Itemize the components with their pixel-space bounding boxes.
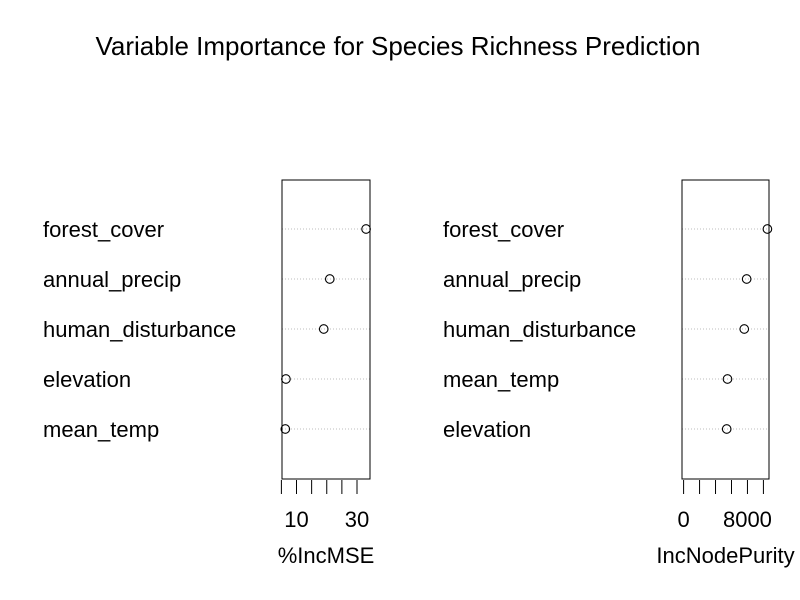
tick-label: 8000 [723,507,772,532]
category-label: annual_precip [43,267,181,292]
data-point [762,224,773,234]
incmse-panel: forest_cover annual_precip human_disturban… [43,179,375,568]
data-point [721,424,732,434]
category-label: human_disturbance [443,317,636,342]
category-label: annual_precip [443,267,581,292]
data-point [280,424,291,434]
chart-title: Variable Importance for Species Richness… [95,31,700,61]
tick-label: 10 [284,507,308,532]
data-point [722,374,733,384]
x-axis-title: IncNodePurity [656,543,794,568]
incnodepurity-panel: forest_cover annual_precip human_disturban… [443,179,795,568]
tick-label: 30 [345,507,369,532]
data-point [324,274,335,284]
plot-box [281,179,371,480]
data-point [739,324,750,334]
category-label: elevation [443,417,531,442]
x-axis-title: %IncMSE [278,543,375,568]
category-label: human_disturbance [43,317,236,342]
tick-label: 0 [677,507,689,532]
category-label: mean_temp [43,417,159,442]
category-label: mean_temp [443,367,559,392]
category-label: forest_cover [43,217,164,242]
plot-box [681,179,770,480]
category-label: elevation [43,367,131,392]
category-label: forest_cover [443,217,564,242]
data-point [741,274,752,284]
data-point [318,324,329,334]
